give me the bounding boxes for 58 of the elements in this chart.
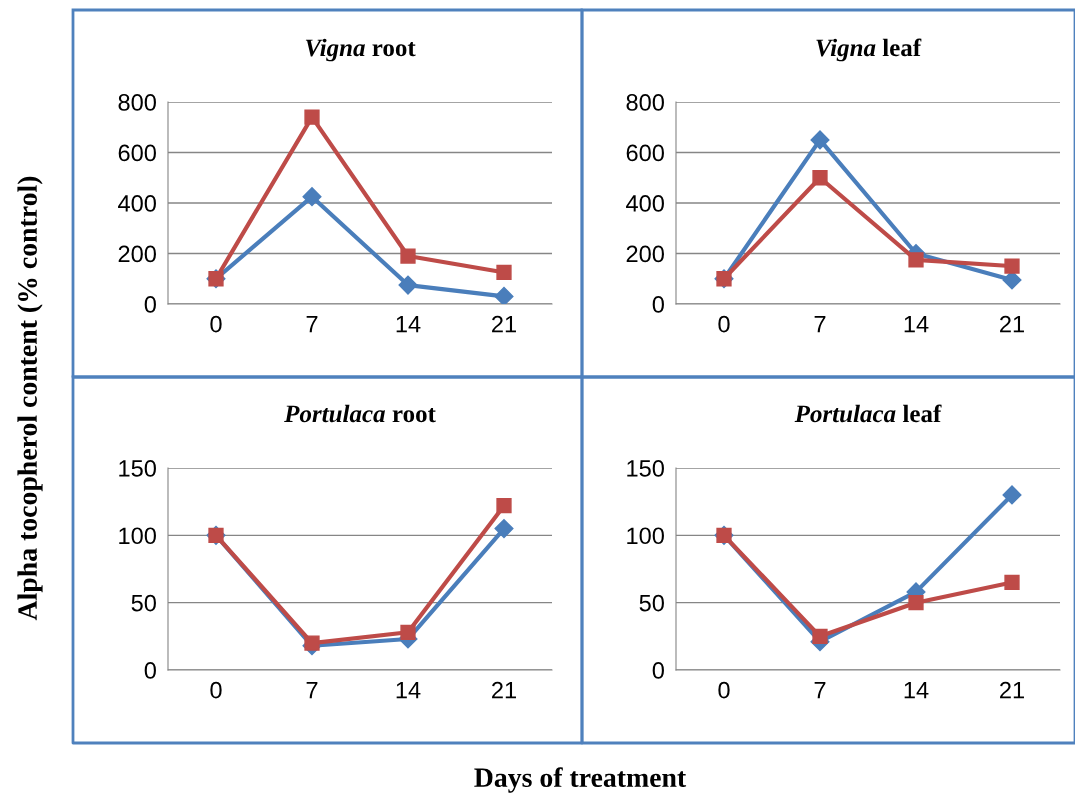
y-tick-label: 800 [118, 94, 156, 111]
x-tick-label: 14 [396, 315, 421, 333]
y-tick-label: 0 [652, 296, 664, 313]
y-tick-label: 150 [119, 460, 156, 477]
x-tick-label: 0 [210, 315, 222, 333]
y-tick-label: 150 [627, 460, 664, 477]
chart-title: Portulaca leaf [794, 404, 942, 423]
chart-title: Portulaca root [284, 404, 436, 423]
point [1004, 258, 1020, 274]
point [496, 264, 512, 281]
y-tick-label: 0 [144, 296, 156, 313]
y-tick-label: 800 [626, 94, 664, 111]
x-tick-label: 7 [814, 681, 826, 699]
x-tick-label: 0 [718, 315, 730, 333]
x-axis-title: Days of treatment [474, 767, 687, 793]
point [810, 130, 830, 150]
point [908, 252, 924, 268]
x-tick-label: 21 [1000, 681, 1024, 699]
y-tick-label: 50 [639, 594, 664, 612]
x-tick-label: 14 [904, 315, 929, 333]
point [494, 286, 514, 304]
y-tick-label: 200 [626, 245, 664, 263]
chart-title: Vigna root [305, 38, 416, 62]
y-tick-label: 400 [118, 195, 156, 212]
point [494, 519, 514, 539]
x-tick-label: 7 [306, 315, 318, 333]
point [400, 248, 416, 264]
y-tick-label: 200 [118, 245, 156, 263]
x-tick-label: 14 [396, 681, 421, 699]
x-tick-label: 21 [492, 681, 516, 699]
y-tick-label: 100 [119, 527, 156, 545]
x-tick-label: 0 [210, 681, 222, 699]
point [398, 275, 418, 295]
point [302, 187, 322, 207]
point [496, 498, 512, 514]
point [908, 595, 924, 611]
y-tick-label: 100 [627, 527, 664, 545]
x-tick-label: 7 [814, 315, 826, 333]
chart-title: Vigna leaf [816, 38, 922, 62]
x-tick-label: 21 [492, 315, 516, 333]
y-axis-title: Alpha tocopherol content (% control) [17, 176, 43, 621]
x-tick-label: 7 [306, 681, 318, 699]
point [400, 624, 416, 640]
point [304, 635, 320, 651]
point [812, 170, 828, 186]
x-tick-label: 14 [904, 681, 929, 699]
y-tick-label: 600 [626, 144, 664, 162]
x-tick-label: 0 [718, 681, 730, 699]
y-tick-label: 0 [144, 662, 156, 679]
x-tick-label: 21 [1000, 315, 1024, 333]
point [304, 109, 320, 125]
point [1004, 574, 1020, 591]
y-tick-label: 400 [626, 195, 664, 212]
y-tick-label: 0 [652, 662, 664, 679]
y-tick-label: 600 [118, 144, 156, 162]
point [1002, 485, 1022, 505]
point [812, 628, 828, 644]
y-tick-label: 50 [131, 594, 156, 612]
